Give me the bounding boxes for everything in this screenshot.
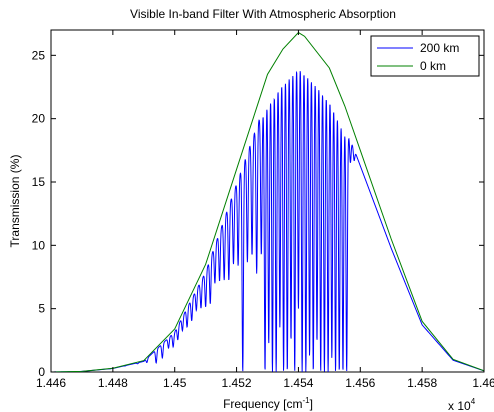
y-tick-label: 5 — [38, 302, 45, 316]
x-axis-label-end: ] — [310, 397, 313, 411]
plot-lines — [51, 31, 484, 372]
series-line-0km — [51, 31, 484, 372]
y-tick-label: 15 — [32, 175, 46, 189]
x-axis-label-sup: -1 — [302, 396, 310, 405]
x-tick-label: 1.452 — [222, 376, 252, 390]
x-tick-label: 1.46 — [472, 376, 494, 390]
x-tick-label: 1.458 — [407, 376, 437, 390]
x-axis-ticks: 1.446 1.448 1.45 1.452 1.454 1.456 1.458 1.46 — [36, 30, 494, 390]
legend-label-200km: 200 km — [420, 41, 459, 55]
legend-label-0km: 0 km — [420, 59, 446, 73]
x-multiplier-exp: 4 — [471, 397, 476, 406]
x-axis-label: Frequency [cm-1] — [223, 396, 313, 411]
y-axis-label: Transmission (%) — [8, 155, 22, 248]
y-tick-label: 20 — [32, 112, 46, 126]
x-axis-multiplier: x 104 — [448, 397, 476, 412]
y-tick-label: 0 — [38, 365, 45, 379]
y-tick-label: 10 — [32, 238, 46, 252]
legend-box — [370, 35, 480, 77]
legend: 200 km 0 km — [370, 35, 480, 77]
chart-title: Visible In-band Filter With Atmospheric … — [130, 7, 396, 21]
x-tick-label: 1.456 — [345, 376, 375, 390]
y-tick-label: 25 — [32, 48, 46, 62]
x-tick-label: 1.45 — [163, 376, 187, 390]
x-tick-label: 1.454 — [283, 376, 313, 390]
x-tick-label: 1.446 — [36, 376, 66, 390]
x-tick-label: 1.448 — [98, 376, 128, 390]
y-axis-ticks: 0 5 10 15 20 25 — [32, 48, 484, 379]
x-multiplier-base: x 10 — [448, 399, 471, 412]
x-axis-label-main: Frequency [cm — [223, 397, 302, 411]
